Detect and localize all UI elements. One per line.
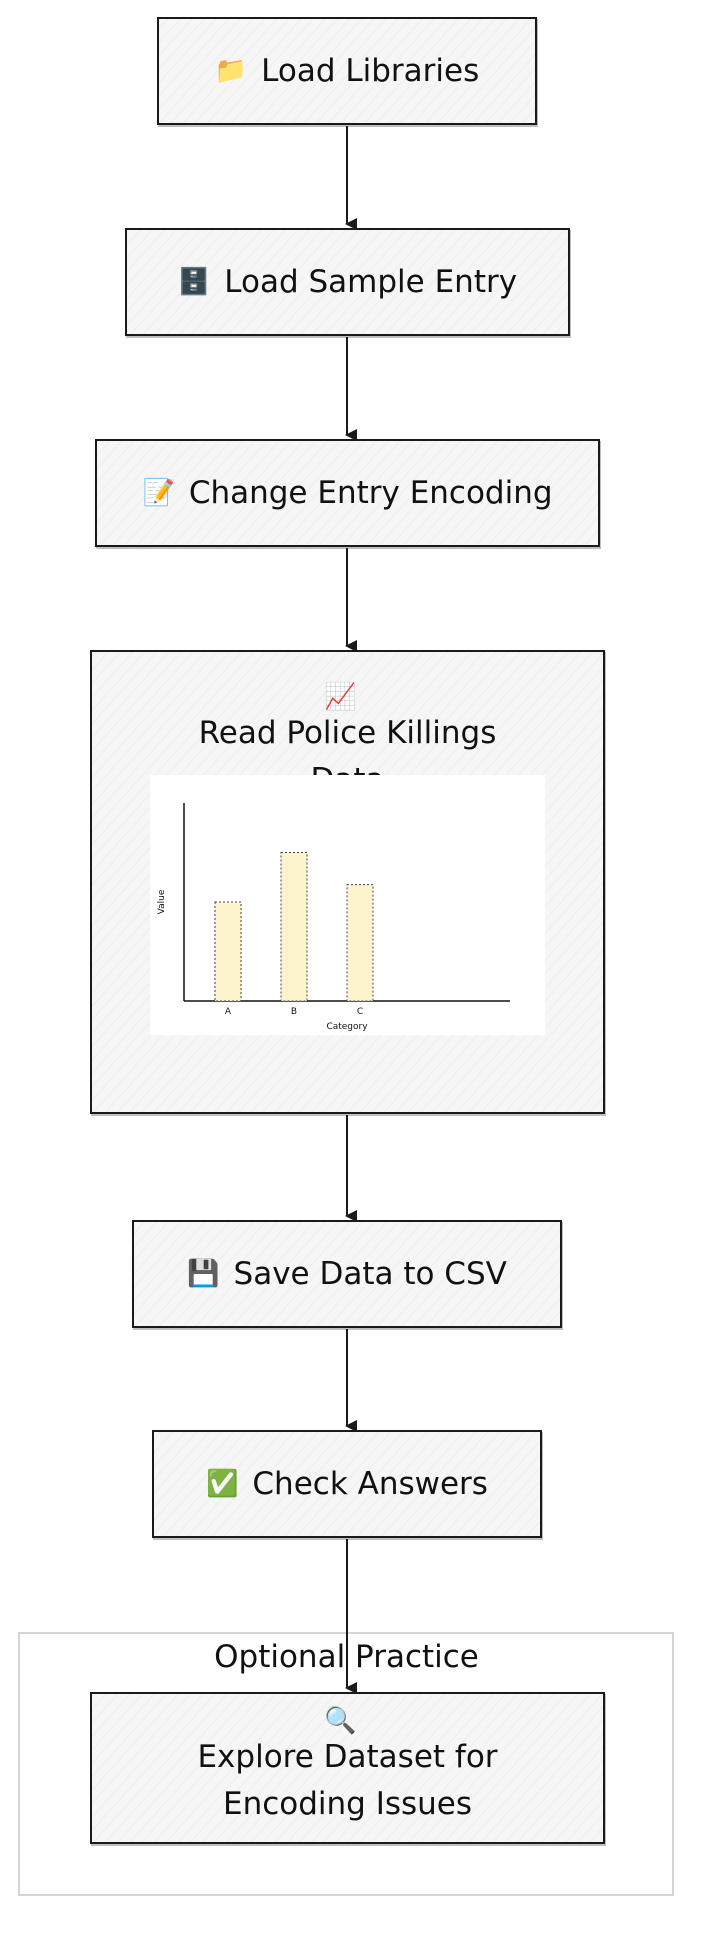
node-change-entry-encoding: 📝 Change Entry Encoding: [95, 439, 600, 547]
file-cabinet-icon: 🗄️: [177, 267, 211, 297]
node-label: 💾 Save Data to CSV: [187, 1250, 507, 1298]
y-axis-label: Value: [157, 889, 167, 914]
node-text: Load Sample Entry: [224, 264, 518, 300]
x-tick-label: A: [225, 1007, 232, 1017]
check-mark-icon: ✅: [206, 1469, 239, 1499]
node-text: Check Answers: [252, 1466, 488, 1502]
node-label: 📝 Change Entry Encoding: [142, 469, 552, 517]
bar-chart: A B C Category Value: [150, 775, 545, 1035]
node-label: 🗄️ Load Sample Entry: [178, 258, 517, 306]
magnifier-icon: 🔍: [324, 1706, 357, 1736]
node-label: 🔍 Explore Dataset for Encoding Issues: [148, 1708, 548, 1828]
bar-chart-svg: A B C Category Value: [157, 803, 510, 1032]
node-load-sample-entry: 🗄️ Load Sample Entry: [125, 228, 570, 336]
node-save-data-to-csv: 💾 Save Data to CSV: [132, 1220, 562, 1328]
node-explore-dataset: 🔍 Explore Dataset for Encoding Issues: [90, 1692, 605, 1844]
node-text: Explore Dataset for Encoding Issues: [197, 1739, 498, 1822]
memo-icon: 📝: [142, 478, 175, 508]
node-check-answers: ✅ Check Answers: [152, 1430, 542, 1538]
bar-A: [214, 901, 242, 1002]
x-tick-label: C: [357, 1007, 363, 1017]
node-text: Save Data to CSV: [233, 1256, 507, 1292]
bar-B: [280, 852, 308, 1002]
node-label: ✅ Check Answers: [206, 1460, 488, 1508]
x-tick-label: B: [291, 1007, 297, 1017]
group-title: Optional Practice: [214, 1639, 479, 1675]
folder-icon: 📁: [214, 56, 248, 86]
node-text: Change Entry Encoding: [188, 475, 553, 511]
x-axis-label: Category: [326, 1022, 368, 1032]
node-load-libraries: 📁 Load Libraries: [157, 17, 537, 125]
node-label: 📁 Load Libraries: [215, 47, 479, 95]
floppy-disk-icon: 💾: [187, 1259, 220, 1289]
node-text: Load Libraries: [261, 53, 480, 89]
bar-C: [346, 884, 374, 1002]
chart-increasing-icon: 📈: [324, 682, 357, 712]
